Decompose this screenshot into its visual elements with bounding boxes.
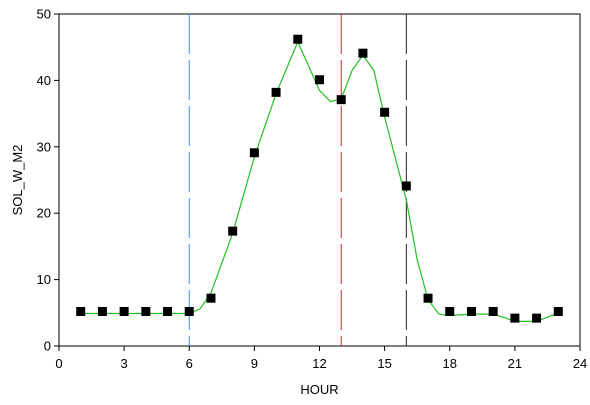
y-tick-label: 0 bbox=[44, 339, 51, 354]
data-point-marker bbox=[466, 306, 476, 316]
ticks-layer: 0 3 6 9 12 15 18 21 24 0 10 20 30 40 50 bbox=[37, 7, 588, 372]
x-axis-title: HOUR bbox=[300, 382, 338, 397]
data-point-marker bbox=[553, 306, 563, 316]
markers-layer bbox=[76, 34, 563, 323]
vertical-lines bbox=[188, 14, 407, 346]
data-point-marker bbox=[510, 313, 520, 323]
data-point-marker bbox=[293, 34, 303, 44]
y-tick-label: 40 bbox=[37, 73, 51, 88]
x-tick-label: 24 bbox=[573, 356, 587, 371]
data-point-marker bbox=[401, 181, 411, 191]
data-point-marker bbox=[532, 313, 542, 323]
y-tick-label: 30 bbox=[37, 139, 51, 154]
data-point-marker bbox=[445, 306, 455, 316]
data-point-marker bbox=[488, 306, 498, 316]
data-point-marker bbox=[97, 306, 107, 316]
plot-border bbox=[58, 13, 581, 347]
x-tick-label: 15 bbox=[377, 356, 391, 371]
x-tick-label: 3 bbox=[121, 356, 128, 371]
data-point-marker bbox=[206, 293, 216, 303]
x-tick-label: 0 bbox=[55, 356, 62, 371]
x-tick-label: 12 bbox=[312, 356, 326, 371]
plot-frame bbox=[58, 13, 581, 347]
y-tick-label: 10 bbox=[37, 272, 51, 287]
data-point-marker bbox=[76, 306, 86, 316]
data-point-marker bbox=[358, 48, 368, 58]
data-point-marker bbox=[141, 306, 151, 316]
data-point-marker bbox=[380, 107, 390, 117]
data-point-marker bbox=[119, 306, 129, 316]
data-point-marker bbox=[163, 306, 173, 316]
data-point-marker bbox=[184, 306, 194, 316]
data-point-marker bbox=[271, 87, 281, 97]
x-tick-label: 9 bbox=[251, 356, 258, 371]
data-point-marker bbox=[423, 293, 433, 303]
x-tick-label: 18 bbox=[443, 356, 457, 371]
data-point-marker bbox=[228, 226, 238, 236]
x-tick-label: 6 bbox=[186, 356, 193, 371]
data-point-marker bbox=[336, 95, 346, 105]
y-axis-title: SOL_W_M2 bbox=[10, 145, 25, 216]
data-point-marker bbox=[249, 148, 259, 158]
y-tick-label: 50 bbox=[37, 7, 51, 22]
x-tick-label: 21 bbox=[508, 356, 522, 371]
data-point-marker bbox=[315, 75, 324, 85]
y-tick-label: 20 bbox=[37, 206, 51, 221]
